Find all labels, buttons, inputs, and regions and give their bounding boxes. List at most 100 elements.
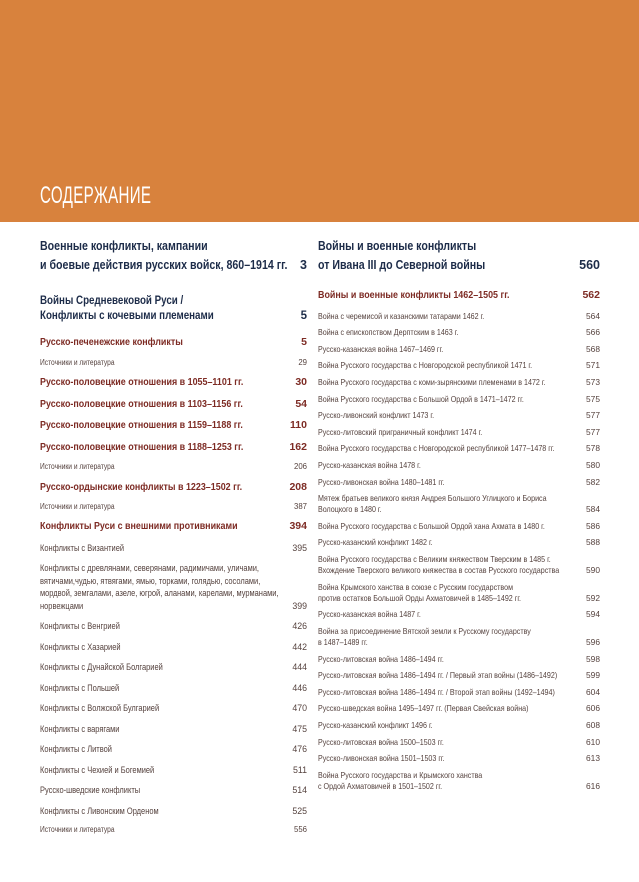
toc-left-column: Военные конфликты, кампании и боевые дей… — [40, 237, 307, 843]
section-header: Войны и военные конфликты от Ивана III д… — [318, 237, 600, 275]
toc-entry: Война с епископством Дерптским в 1463 г.… — [318, 327, 600, 338]
toc-entry-page-number: 475 — [292, 723, 307, 734]
toc-entry-title: Конфликты с древлянами, северянами, ради… — [40, 563, 279, 611]
toc-entry-title: Русско-казанская война 1478 г. — [318, 459, 421, 470]
toc-entry-title: Конфликты с Польшей — [40, 682, 120, 693]
toc-entry-page-number: 5 — [301, 336, 307, 349]
toc-entry: Конфликты с Чехией и Богемией 511 — [40, 764, 307, 776]
toc-entry: Русско-литовская война 1486–1494 гг. / П… — [318, 670, 600, 681]
toc-entry: Конфликты с Венгрией 426 — [40, 620, 307, 632]
toc-entry-page-number: 564 — [586, 310, 600, 321]
toc-right-column: Войны и военные конфликты от Ивана III д… — [318, 237, 600, 843]
toc-entry-title: Войны и военные конфликты 1462–1505 гг. — [318, 288, 510, 301]
toc-entry-page-number: 575 — [586, 393, 600, 404]
toc-entry-title: Русско-казанская война 1467–1469 гг. — [318, 343, 444, 354]
toc-entry: Войны и военные конфликты 1462–1505 гг. 5… — [318, 289, 600, 302]
toc-entry: Конфликты с Польшей 446 — [40, 682, 307, 694]
toc-entry-page-number: 394 — [289, 520, 307, 533]
toc-entry-page-number: 387 — [293, 502, 307, 512]
orange-banner: СОДЕРЖАНИЕ — [0, 0, 639, 222]
toc-entry-title: Война Русского государства с Большой Орд… — [318, 393, 524, 404]
toc-entry-title: Война с черемисой и казанскими татарами … — [318, 310, 485, 321]
toc-entry: Война с черемисой и казанскими татарами … — [318, 311, 600, 322]
toc-entry-title: Конфликты с Византией — [40, 542, 125, 553]
toc-entry-title: Русско-литовская война 1486–1494 гг. — [318, 653, 444, 664]
toc-entry: Русско-казанская война 1487 г. 594 — [318, 609, 600, 620]
toc-entry: Источники и литература 206 — [40, 462, 307, 472]
toc-entry-title: Конфликты с Венгрией — [40, 621, 120, 632]
toc-entry: Русско-казанский конфликт 1482 г. 588 — [318, 537, 600, 548]
toc-entry-page-number: 566 — [586, 327, 600, 338]
toc-entry-page-number: 208 — [289, 480, 307, 493]
toc-entry: Конфликты с Византией 395 — [40, 542, 307, 554]
toc-entry-page-number: 588 — [586, 537, 600, 548]
toc-entry: Источники и литература 556 — [40, 825, 307, 835]
toc-entry-page-number: 470 — [292, 703, 307, 714]
toc-entry-title: Источники и литература — [40, 357, 115, 367]
toc-entry-title: Русско-ордынские конфликты в 1223–1502 г… — [40, 480, 243, 493]
toc-entry: Война Русского государства с коми-зырянс… — [318, 377, 600, 388]
toc-entry-page-number: 206 — [293, 462, 307, 472]
toc-entry: Конфликты с Литвой 476 — [40, 743, 307, 755]
toc-entry: Русско-литовская война 1486–1494 гг. / В… — [318, 687, 600, 698]
toc-entry: Конфликты с Ливонским Орденом 525 — [40, 805, 307, 817]
toc-entry-page-number: 573 — [586, 377, 600, 387]
toc-entry: Источники и литература 387 — [40, 502, 307, 512]
toc-entry-title: Русско-ливонский конфликт 1473 г. — [318, 410, 435, 421]
toc-entry: Русско-литовская война 1486–1494 гг. 598 — [318, 654, 600, 665]
toc-entry-page-number: 584 — [586, 504, 600, 515]
toc-entry-page-number: 162 — [289, 440, 307, 453]
toc-entry: Русско-половецкие отношения в 1159–1188 … — [40, 419, 307, 432]
toc-entry-title: Русско-литовская война 1486–1494 гг. / П… — [318, 670, 558, 681]
toc-entry-page-number: 514 — [292, 785, 307, 796]
toc-entry: Русско-ордынские конфликты в 1223–1502 г… — [40, 481, 307, 494]
toc-entry-page-number: 613 — [586, 753, 600, 764]
toc-entry-page-number: 610 — [586, 736, 600, 747]
toc-entry-page-number: 562 — [582, 288, 600, 301]
subsection-header-page: 5 — [300, 310, 307, 323]
toc-entry-page-number: 577 — [586, 426, 600, 437]
toc-entry: Конфликты с древлянами, северянами, ради… — [40, 562, 307, 612]
toc-entry: Источники и литература 29 — [40, 358, 307, 368]
toc-entry-title: Конфликты с Чехией и Богемией — [40, 764, 155, 775]
toc-entry: Русско-шведская война 1495–1497 гг. (Пер… — [318, 703, 600, 714]
toc-entry-page-number: 608 — [586, 720, 600, 731]
toc-entry-page-number: 596 — [586, 637, 600, 648]
toc-entry-title: Война Русского государства с Новгородско… — [318, 443, 555, 454]
toc-entry-page-number: 604 — [586, 686, 600, 697]
toc-entry-page-number: 578 — [586, 443, 600, 454]
toc-entry-title: Война Крымского ханства в союзе с Русски… — [318, 581, 522, 603]
toc-entry-page-number: 110 — [290, 419, 307, 432]
toc-entry-title: Русско-литовская война 1500–1503 гг. — [318, 736, 444, 747]
toc-entry: Русско-ливонская война 1480–1481 гг. 582 — [318, 477, 600, 488]
toc-entry-title: Мятеж братьев великого князя Андрея Боль… — [318, 493, 547, 515]
toc-entry-page-number: 476 — [292, 744, 307, 755]
subsection-header: Войны Средневековой Руси / Конфликты с к… — [40, 294, 307, 326]
toc-entry-page-number: 586 — [586, 520, 600, 531]
toc-entry: Русско-половецкие отношения в 1055–1101 … — [40, 376, 307, 389]
toc-entry-title: Война с епископством Дерптским в 1463 г. — [318, 327, 459, 338]
toc-entry-page-number: 525 — [292, 805, 307, 816]
toc-entry: Русско-ливонская война 1501–1503 гг. 613 — [318, 753, 600, 764]
toc-entry-page-number: 444 — [292, 662, 307, 673]
toc-entry-title: Конфликты с Хазарией — [40, 641, 121, 652]
toc-entry: Война Крымского ханства в союзе с Русски… — [318, 582, 600, 604]
toc-entry-page-number: 30 — [295, 375, 307, 388]
toc-entry-title: Источники и литература — [40, 462, 115, 472]
section-header-page: 3 — [300, 257, 307, 272]
toc-entry-page-number: 556 — [293, 825, 307, 835]
toc-entry-page-number: 598 — [586, 653, 600, 664]
toc-entry: Конфликты с Хазарией 442 — [40, 641, 307, 653]
toc-entry-title: Русско-половецкие отношения в 1103–1156 … — [40, 397, 243, 410]
toc-entry: Конфликты с варягами 475 — [40, 723, 307, 735]
toc-entry: Русско-ливонский конфликт 1473 г. 577 — [318, 410, 600, 421]
toc-entry-page-number: 446 — [292, 682, 307, 693]
toc-entry-title: Конфликты Руси с внешними противниками — [40, 520, 238, 533]
toc-entry-page-number: 399 — [292, 600, 307, 611]
toc-entry: Война Русского государства с Большой Орд… — [318, 394, 600, 405]
toc-entry-page-number: 442 — [292, 641, 307, 652]
toc-entry-title: Русско-ливонская война 1480–1481 гг. — [318, 476, 445, 487]
toc-entry-title: Источники и литература — [40, 825, 115, 835]
toc-entry-page-number: 571 — [586, 360, 600, 371]
